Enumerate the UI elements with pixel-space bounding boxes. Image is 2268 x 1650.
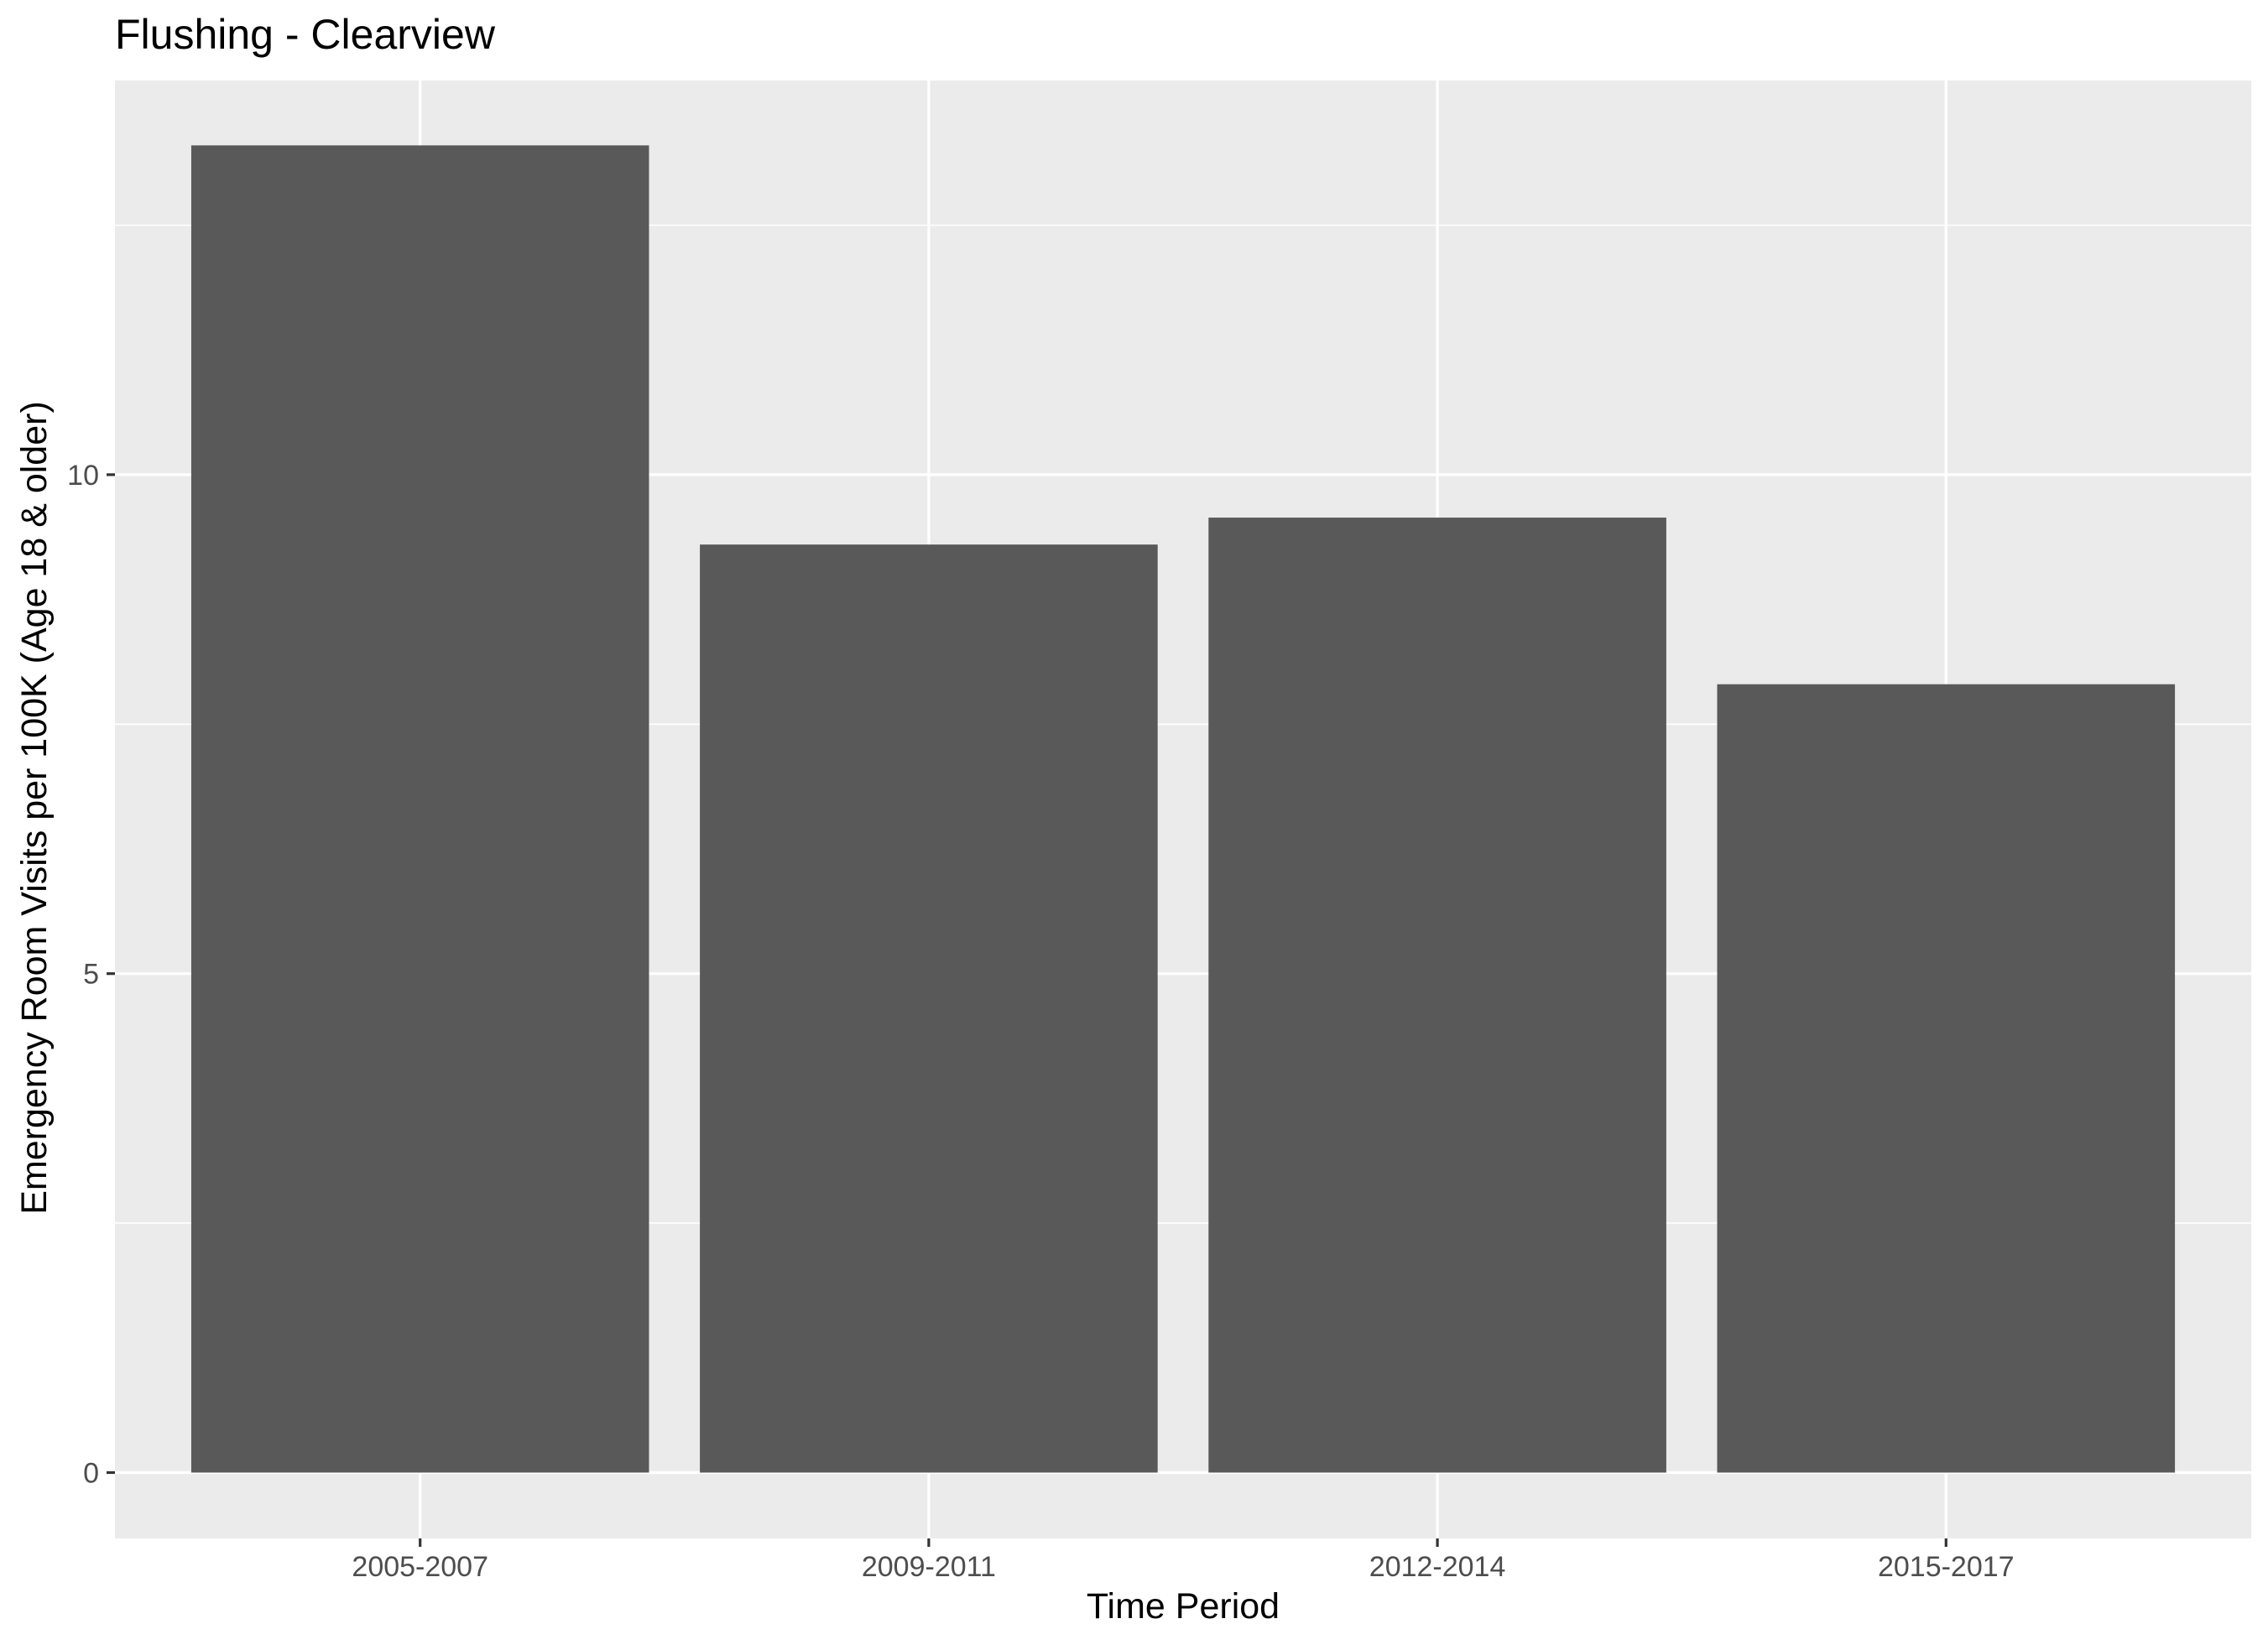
- bar: [700, 544, 1158, 1473]
- x-tick-label: 2012-2014: [1369, 1551, 1506, 1583]
- x-tick-label: 2015-2017: [1878, 1551, 2015, 1583]
- bars: [190, 145, 2176, 1473]
- y-axis-title: Emergency Room Visits per 100K (Age 18 &…: [14, 401, 55, 1215]
- y-axis-ticks: 0 5 10: [67, 460, 115, 1489]
- y-tick-label: 5: [83, 959, 99, 991]
- y-tick-label: 0: [83, 1457, 99, 1489]
- chart-title: Flushing - Clearview: [115, 11, 496, 58]
- bar: [190, 145, 649, 1473]
- bar: [1717, 684, 2176, 1473]
- x-tick-label: 2005-2007: [352, 1551, 488, 1583]
- bar: [1208, 518, 1666, 1473]
- x-axis-title: Time Period: [1087, 1586, 1280, 1627]
- x-tick-label: 2009-2011: [862, 1551, 996, 1583]
- y-tick-label: 10: [67, 460, 99, 492]
- x-axis-ticks: 2005-2007 2009-2011 2012-2014 2015-2017: [352, 1538, 2015, 1583]
